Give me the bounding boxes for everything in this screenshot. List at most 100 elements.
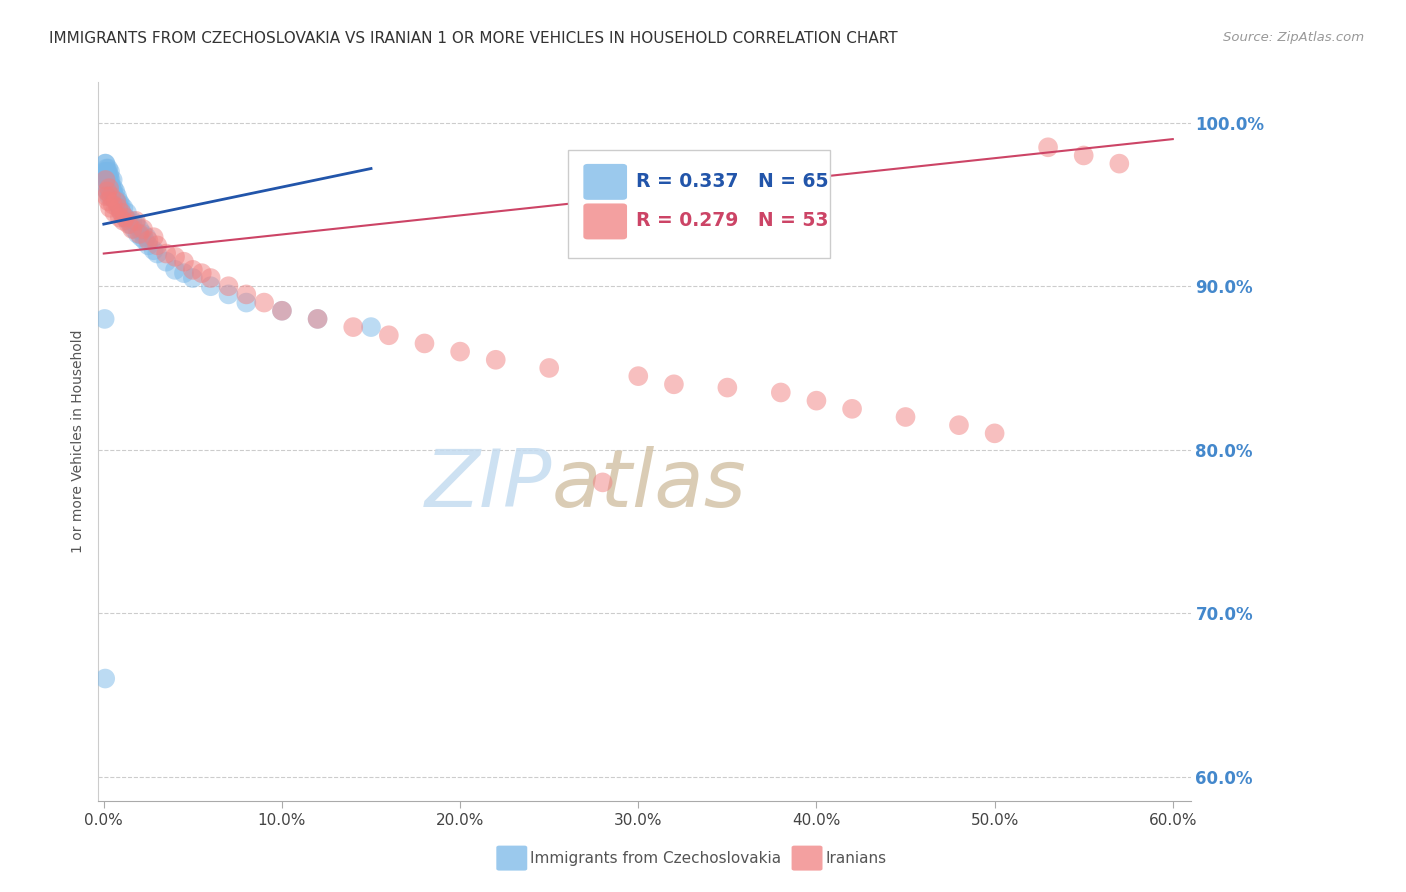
Text: Source: ZipAtlas.com: Source: ZipAtlas.com xyxy=(1223,31,1364,45)
Point xyxy=(129,230,152,244)
FancyBboxPatch shape xyxy=(568,150,830,258)
Point xyxy=(307,312,329,326)
Point xyxy=(97,165,120,179)
Point xyxy=(94,672,117,686)
Point xyxy=(120,217,142,231)
Point xyxy=(93,312,115,326)
Point xyxy=(110,205,132,219)
Point xyxy=(98,181,121,195)
Point xyxy=(98,201,121,215)
Point xyxy=(1108,156,1130,170)
Point xyxy=(125,214,148,228)
Point xyxy=(101,189,124,203)
Y-axis label: 1 or more Vehicles in Household: 1 or more Vehicles in Household xyxy=(72,330,86,553)
Point xyxy=(121,214,143,228)
Text: R = 0.279   N = 53: R = 0.279 N = 53 xyxy=(636,211,828,230)
Point xyxy=(627,369,650,384)
Point xyxy=(94,168,117,182)
Point xyxy=(1036,140,1059,154)
Point xyxy=(96,185,118,199)
Point xyxy=(413,336,436,351)
Point xyxy=(128,222,150,236)
Point xyxy=(134,234,156,248)
Point xyxy=(98,173,121,187)
Point xyxy=(96,173,118,187)
Point xyxy=(235,295,257,310)
Point xyxy=(96,185,118,199)
Point xyxy=(1073,148,1095,162)
Point xyxy=(110,205,132,219)
Point xyxy=(107,201,129,215)
Point xyxy=(112,201,135,215)
Point xyxy=(806,393,828,408)
Point xyxy=(155,246,177,260)
Point xyxy=(108,211,131,225)
Point xyxy=(98,165,121,179)
Point xyxy=(108,201,131,215)
Point xyxy=(100,189,122,203)
Text: R = 0.337   N = 65: R = 0.337 N = 65 xyxy=(636,171,828,191)
Point xyxy=(107,197,129,211)
Point xyxy=(200,271,222,285)
Point xyxy=(97,181,120,195)
Point xyxy=(93,165,115,179)
Point xyxy=(485,352,508,367)
Point xyxy=(103,181,125,195)
Point xyxy=(894,409,917,424)
Point xyxy=(948,418,970,433)
Point xyxy=(449,344,471,359)
Point xyxy=(118,217,141,231)
Point xyxy=(142,230,165,244)
Text: Immigrants from Czechoslovakia: Immigrants from Czechoslovakia xyxy=(530,851,782,865)
Point xyxy=(98,181,121,195)
Point xyxy=(94,181,117,195)
Point xyxy=(378,328,401,343)
Text: IMMIGRANTS FROM CZECHOSLOVAKIA VS IRANIAN 1 OR MORE VEHICLES IN HOUSEHOLD CORREL: IMMIGRANTS FROM CZECHOSLOVAKIA VS IRANIA… xyxy=(49,31,898,46)
Point xyxy=(155,254,177,268)
Point xyxy=(592,475,614,490)
Point xyxy=(105,194,128,209)
Point xyxy=(235,287,257,301)
Point xyxy=(136,238,159,252)
FancyBboxPatch shape xyxy=(583,203,627,239)
Point xyxy=(100,185,122,199)
Point xyxy=(104,185,127,199)
Point xyxy=(94,156,117,170)
Point xyxy=(97,173,120,187)
Point xyxy=(128,227,150,241)
Point xyxy=(360,320,382,334)
Point xyxy=(115,205,138,219)
Point xyxy=(96,173,118,187)
Point xyxy=(253,295,276,310)
Point xyxy=(135,230,157,244)
Point xyxy=(98,189,121,203)
Point xyxy=(342,320,364,334)
Point xyxy=(105,194,128,209)
Point xyxy=(218,279,240,293)
Point xyxy=(218,287,240,301)
Point xyxy=(271,303,294,318)
FancyBboxPatch shape xyxy=(583,164,627,200)
Point xyxy=(101,185,124,199)
Point xyxy=(105,189,128,203)
Point xyxy=(108,194,131,209)
Point xyxy=(97,161,120,176)
Point xyxy=(112,214,135,228)
Point xyxy=(132,227,155,241)
Text: Iranians: Iranians xyxy=(825,851,886,865)
Point xyxy=(122,222,145,236)
Point xyxy=(98,168,121,182)
Point xyxy=(136,234,159,248)
Point xyxy=(96,161,118,176)
Point xyxy=(94,156,117,170)
Point xyxy=(163,250,186,264)
Point xyxy=(538,361,561,376)
Point xyxy=(121,222,143,236)
Point xyxy=(94,173,117,187)
Point xyxy=(200,279,222,293)
Point xyxy=(118,214,141,228)
Point xyxy=(101,197,124,211)
Point xyxy=(271,303,294,318)
Point xyxy=(841,401,863,416)
Point xyxy=(163,263,186,277)
